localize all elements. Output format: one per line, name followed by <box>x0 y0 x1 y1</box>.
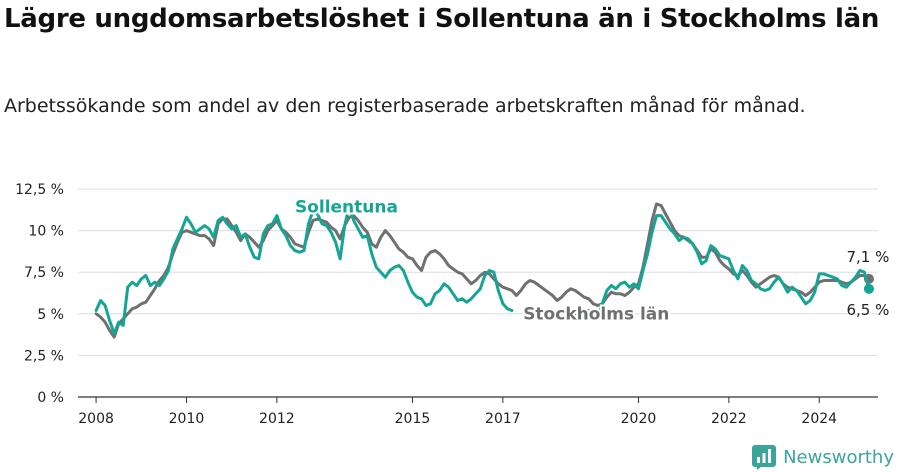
chart-title: Lägre ungdomsarbetslöshet i Sollentuna ä… <box>4 4 880 34</box>
end-value-label-stockholm: 7,1 % <box>847 248 890 266</box>
x-tick-label: 2017 <box>485 411 521 427</box>
series-lines <box>94 202 874 339</box>
chart-subtitle: Arbetssökande som andel av den registerb… <box>4 95 806 117</box>
y-tick-label: 10 % <box>28 224 64 240</box>
series-line-sollentuna <box>542 310 555 319</box>
newsworthy-logo-icon <box>752 445 777 470</box>
x-tick-label: 2015 <box>395 411 431 427</box>
y-tick-label: 12,5 % <box>15 182 64 198</box>
end-point-sollentuna <box>863 283 874 294</box>
y-tick-label: 7,5 % <box>24 265 64 281</box>
x-tick-label: 2024 <box>801 411 837 427</box>
x-tick-label: 2012 <box>259 411 295 427</box>
series-label-stockholm: Stockholms län <box>523 305 669 325</box>
newsworthy-brand: Newsworthy <box>751 444 894 470</box>
x-tick-label: 2022 <box>711 411 747 427</box>
series-line-sollentuna <box>573 214 871 319</box>
x-axis-ticks: 2008 2010 2012 2015 2017 2020 2022 2024 <box>78 397 837 427</box>
x-tick-label: 2008 <box>78 411 114 427</box>
x-tick-label: 2010 <box>169 411 205 427</box>
series-label-sollentuna: Sollentuna <box>295 197 398 217</box>
series-line-stockholm <box>94 202 871 339</box>
series-line-sollentuna <box>94 204 514 336</box>
end-value-label-sollentuna: 6,5 % <box>847 301 890 319</box>
series-labels: 7,1 % 6,5 % Sollentuna Stockholms län <box>293 195 890 326</box>
y-axis-ticks: 0 % 2,5 % 5 % 7,5 % 10 % 12,5 % <box>15 182 64 406</box>
brand-name: Newsworthy <box>783 446 894 468</box>
x-tick-label: 2020 <box>621 411 657 427</box>
y-tick-label: 5 % <box>37 307 64 323</box>
y-tick-label: 2,5 % <box>24 348 64 364</box>
y-tick-label: 0 % <box>37 390 64 406</box>
